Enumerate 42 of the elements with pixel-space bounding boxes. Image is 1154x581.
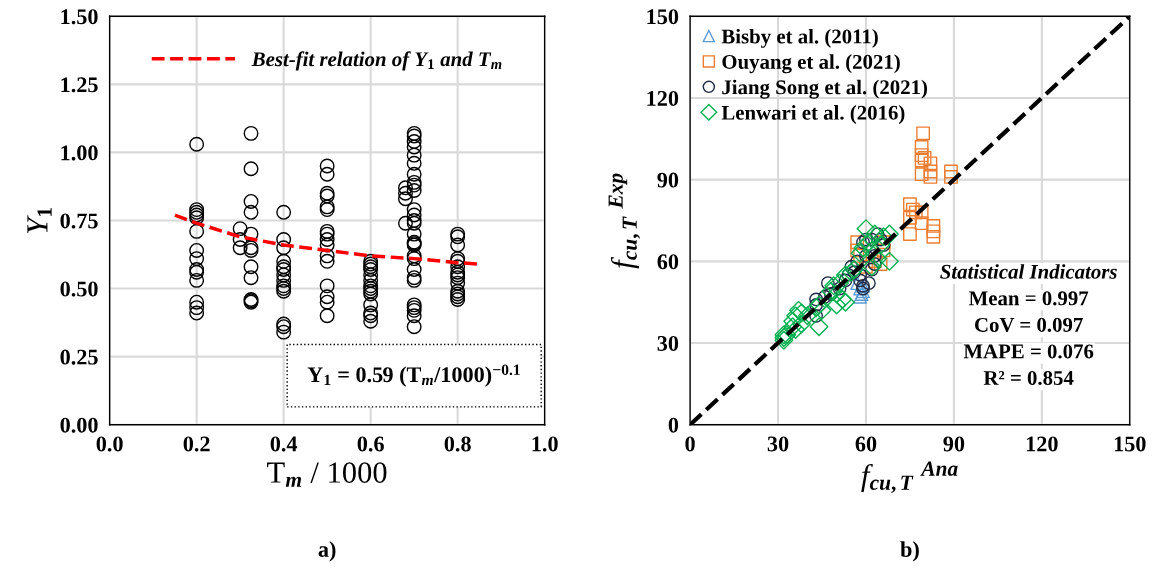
annotation: Mean = 0.997 — [968, 291, 1089, 306]
y-tick-label: 0.75 — [60, 213, 98, 229]
x-tick-label: 1.0 — [532, 436, 558, 452]
y-tick-label: 0.00 — [60, 417, 98, 433]
y-tick-label: 1.25 — [61, 77, 98, 93]
x-tick-label: 30 — [767, 436, 789, 452]
x-tick-label: 60 — [855, 436, 877, 452]
annotation: R² = 0.854 — [983, 370, 1074, 386]
y-tick-label: 0 — [668, 417, 679, 433]
text: b) — [900, 541, 919, 562]
legend-label: Lenwari et al. (2016) — [721, 105, 905, 124]
x-axis-title: T$_{m}$ / 1000 — [267, 462, 387, 487]
y-tick-label: 90 — [657, 172, 679, 188]
x-tick-label: 90 — [943, 436, 965, 452]
legend-label: Jiang Song et al. (2021) — [722, 79, 928, 99]
y-tick-label: 0.25 — [60, 349, 98, 365]
x-tick-label: 0.8 — [444, 436, 471, 452]
legend-label: Best-fit relation of Y$_{1}$ and T$_{m}$ — [251, 51, 502, 71]
y-tick-label: 0.50 — [60, 281, 98, 297]
x-tick-label: 0 — [685, 436, 695, 452]
x-tick-label: 0.4 — [270, 436, 298, 452]
legend-label: Bisby et al. (2011) — [721, 28, 878, 48]
x-axis-title: f$_{cu,T}$ $^{Ana}$ — [861, 461, 958, 493]
y-tick-label: 60 — [657, 254, 679, 270]
text: a) — [318, 541, 336, 562]
y-tick-label: 30 — [657, 335, 679, 351]
y-tick-label: 1.50 — [61, 9, 98, 25]
y-tick-label: 120 — [647, 90, 679, 106]
y-axis-title: f$_{cu,T}$ $^{Exp}$ — [608, 173, 640, 269]
y-tick-label: 150 — [647, 9, 679, 25]
x-tick-label: 0.6 — [357, 436, 384, 452]
legend-label: Ouyang et al. (2021) — [722, 54, 900, 74]
x-tick-label: 150 — [1114, 436, 1146, 452]
y-tick-label: 1.00 — [61, 145, 98, 161]
y-axis-title: Y$_{1}$ — [27, 208, 52, 234]
annotation: Statistical Indicators — [940, 264, 1117, 279]
x-tick-label: 0.2 — [183, 436, 210, 452]
annotation: CoV = 0.097 — [975, 317, 1083, 333]
x-tick-label: 120 — [1026, 436, 1058, 452]
annotation: MAPE = 0.076 — [963, 344, 1094, 359]
annotation: Y$_{1}$ = 0.59 (T$_{m}$/1000)$^{−0.1}$ — [307, 364, 520, 387]
x-tick-label: 0.0 — [96, 436, 123, 452]
